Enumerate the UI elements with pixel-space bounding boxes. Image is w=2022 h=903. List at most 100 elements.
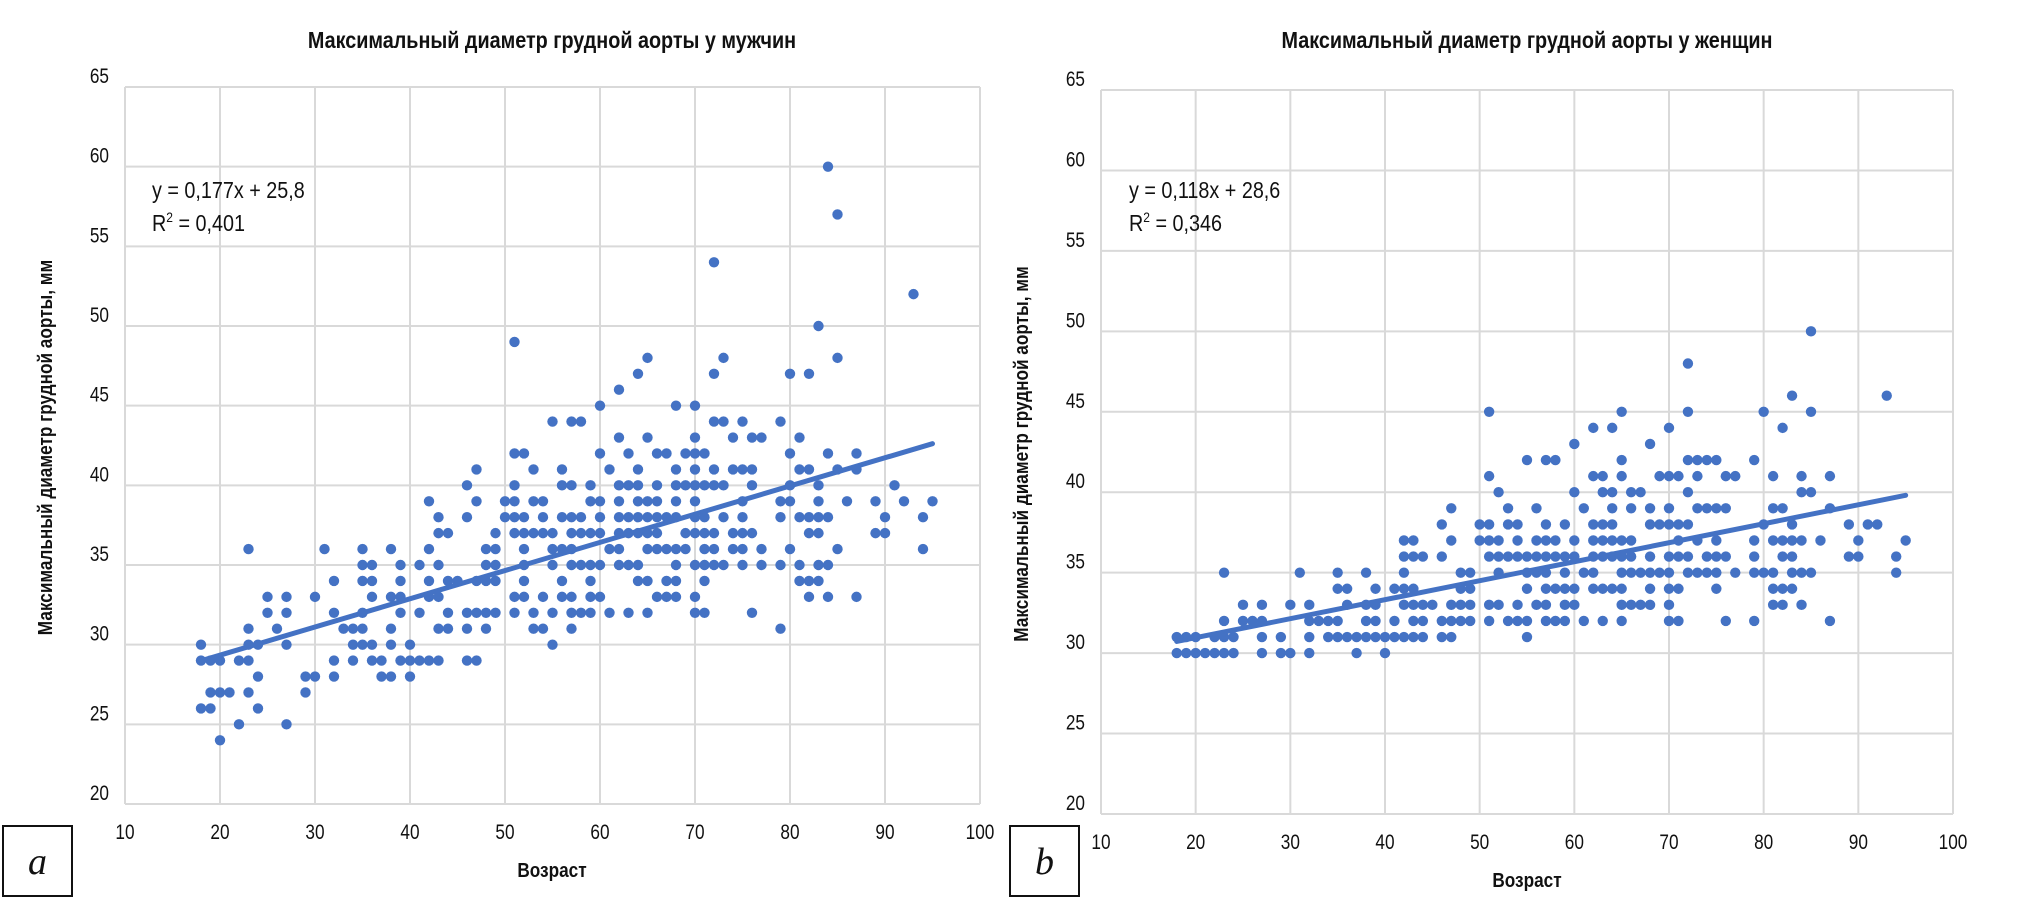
data-point bbox=[1644, 551, 1656, 562]
data-point bbox=[1483, 551, 1495, 562]
data-point bbox=[1588, 519, 1599, 530]
data-point bbox=[1294, 567, 1306, 578]
data-point bbox=[1199, 647, 1211, 659]
data-point bbox=[1323, 615, 1334, 627]
data-point bbox=[813, 527, 824, 539]
data-point bbox=[651, 591, 663, 603]
data-point bbox=[547, 607, 558, 618]
data-point bbox=[509, 336, 520, 348]
data-point bbox=[1673, 615, 1684, 627]
data-point bbox=[328, 655, 340, 666]
data-point bbox=[1701, 454, 1713, 466]
data-point bbox=[623, 448, 634, 459]
data-point bbox=[442, 607, 454, 618]
data-point bbox=[442, 623, 454, 634]
data-point bbox=[566, 591, 577, 603]
data-point bbox=[1805, 567, 1817, 578]
data-point bbox=[594, 527, 606, 539]
data-point bbox=[1578, 615, 1590, 627]
data-point bbox=[670, 591, 682, 603]
data-point bbox=[1767, 470, 1779, 482]
data-point bbox=[1417, 599, 1429, 611]
data-point bbox=[1786, 583, 1798, 594]
data-point bbox=[1237, 615, 1249, 627]
data-point bbox=[509, 512, 520, 523]
data-point bbox=[851, 591, 862, 603]
data-point bbox=[718, 559, 729, 571]
data-point bbox=[1644, 599, 1656, 611]
data-point bbox=[718, 480, 729, 491]
data-point bbox=[442, 575, 454, 587]
data-point bbox=[699, 543, 710, 555]
data-point bbox=[1417, 615, 1429, 627]
data-point bbox=[1379, 647, 1391, 659]
x-tick-label: 30 bbox=[305, 822, 324, 845]
data-point bbox=[1531, 503, 1542, 514]
data-point bbox=[1332, 583, 1343, 594]
data-point bbox=[1682, 567, 1694, 578]
data-point bbox=[1597, 487, 1608, 498]
data-point bbox=[1663, 615, 1675, 627]
data-point bbox=[1483, 535, 1495, 546]
y-tick-label: 35 bbox=[1066, 551, 1085, 574]
data-point bbox=[1711, 535, 1722, 546]
data-point bbox=[547, 543, 558, 555]
r-squared-symbol: R bbox=[1129, 211, 1143, 237]
data-point bbox=[233, 719, 245, 730]
data-point bbox=[756, 432, 767, 443]
data-point bbox=[1720, 551, 1732, 562]
data-point bbox=[613, 480, 625, 491]
data-point bbox=[1512, 615, 1523, 627]
data-point bbox=[195, 639, 207, 650]
x-tick-label: 50 bbox=[1470, 832, 1489, 855]
data-point bbox=[794, 432, 805, 443]
data-point bbox=[1493, 535, 1504, 546]
data-point bbox=[1720, 470, 1732, 482]
data-point bbox=[1805, 406, 1817, 417]
data-point bbox=[1209, 647, 1220, 659]
data-point bbox=[1493, 599, 1504, 611]
y-tick-label: 50 bbox=[90, 305, 109, 328]
data-point bbox=[1720, 503, 1732, 514]
data-point bbox=[632, 496, 644, 507]
data-point bbox=[1483, 406, 1495, 417]
data-point bbox=[1720, 615, 1732, 627]
y-tick-label: 60 bbox=[1066, 149, 1085, 172]
data-point bbox=[1398, 631, 1410, 643]
data-point bbox=[1540, 615, 1552, 627]
data-point bbox=[509, 591, 520, 603]
data-point bbox=[803, 591, 815, 603]
data-point bbox=[1550, 615, 1561, 627]
data-point bbox=[1228, 647, 1239, 659]
data-point bbox=[404, 655, 416, 666]
data-point bbox=[1521, 631, 1533, 643]
data-point bbox=[309, 671, 321, 682]
data-point bbox=[651, 480, 663, 491]
data-point bbox=[1777, 535, 1788, 546]
data-point bbox=[1796, 567, 1807, 578]
data-point bbox=[1550, 551, 1561, 562]
data-point bbox=[1256, 631, 1268, 643]
data-point bbox=[423, 543, 435, 555]
data-point bbox=[1891, 567, 1902, 578]
data-point bbox=[1493, 551, 1504, 562]
data-point bbox=[518, 543, 530, 555]
data-point bbox=[632, 559, 644, 571]
data-point bbox=[746, 464, 758, 475]
data-point bbox=[528, 464, 539, 475]
data-point bbox=[689, 559, 701, 571]
data-point bbox=[1843, 551, 1855, 562]
x-tick-label: 100 bbox=[966, 822, 995, 845]
data-point bbox=[775, 416, 786, 427]
data-point bbox=[1805, 326, 1817, 337]
data-point bbox=[1521, 583, 1533, 594]
data-point bbox=[1588, 535, 1599, 546]
data-point bbox=[1483, 470, 1495, 482]
data-point bbox=[1682, 551, 1694, 562]
data-point bbox=[319, 543, 330, 555]
r-squared-symbol: R bbox=[152, 211, 166, 237]
x-tick-label: 70 bbox=[1659, 832, 1678, 855]
x-tick-label: 90 bbox=[875, 822, 894, 845]
data-point bbox=[243, 687, 254, 698]
data-point bbox=[1767, 599, 1779, 611]
